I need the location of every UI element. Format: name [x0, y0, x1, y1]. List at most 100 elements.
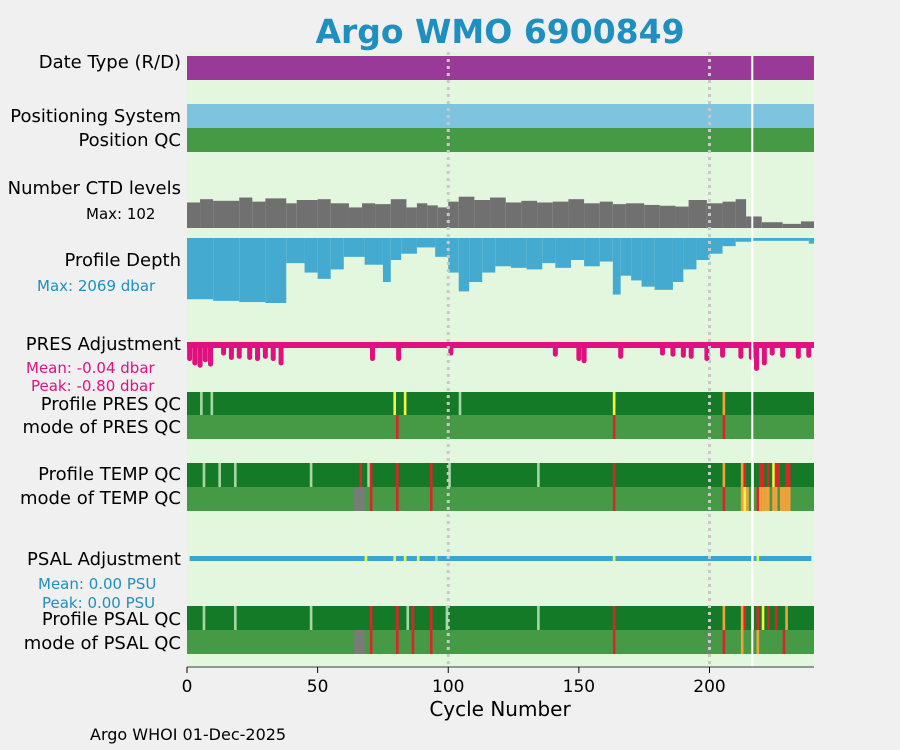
pres-adjustment-dip	[618, 345, 624, 359]
ctd-levels-bar	[568, 199, 585, 228]
position-qc-bar	[187, 128, 814, 152]
profile-depth-bar	[683, 238, 697, 270]
mode-pres-qc-mark	[612, 415, 616, 439]
profile-depth-bar	[555, 238, 572, 268]
profile-depth-bar	[722, 238, 736, 247]
mode-temp-qc-mark	[369, 487, 373, 511]
mode-psal-qc-bar	[187, 630, 814, 654]
profile-depth-bar	[187, 238, 214, 300]
profile-temp-qc-bar	[187, 463, 814, 487]
row-label-ctd-levels: Number CTD levels	[7, 178, 181, 199]
ctd-levels-bar	[761, 222, 783, 228]
mode-temp-qc-mark	[780, 487, 783, 511]
profile-psal-qc-mark	[445, 606, 449, 630]
pres-adjustment-dip	[396, 345, 402, 362]
profile-depth-bar	[620, 238, 632, 276]
profile-depth-bar	[382, 238, 391, 282]
profile-depth-bar	[709, 238, 723, 254]
profile-pres-qc-bar	[187, 392, 814, 416]
profile-depth-bar	[343, 238, 365, 257]
mode-temp-qc-mark	[764, 487, 767, 511]
mode-temp-qc-bar	[187, 487, 814, 511]
pres-adjustment-dip	[369, 345, 375, 362]
ctd-levels-bar	[521, 200, 538, 228]
pres-adjustment-dip	[769, 345, 775, 356]
ctd-levels-bar	[362, 203, 376, 228]
mode-temp-qc-mark	[785, 487, 788, 511]
profile-psal-qc-mark	[722, 606, 726, 630]
profile-depth-bar	[469, 238, 483, 282]
ctd-levels-bar	[675, 206, 689, 228]
pres-adjustment-dip	[197, 345, 203, 368]
mode-temp-qc-mark	[766, 487, 770, 511]
profile-depth-bar	[654, 238, 673, 290]
chart-title: Argo WMO 6900849	[315, 12, 685, 51]
row-label-profile-depth: Profile Depth	[64, 250, 181, 271]
mode-psal-qc-mark	[411, 630, 415, 654]
stat-depth-max: Max: 2069 dbar	[37, 277, 156, 295]
profile-depth-bar	[304, 238, 318, 273]
pres-adjustment-dip	[236, 345, 242, 359]
mode-temp-qc-mark	[774, 487, 778, 511]
profile-psal-qc-mark	[740, 606, 744, 630]
pres-adjustment-dip	[795, 345, 801, 359]
profile-temp-qc-mark	[743, 463, 747, 487]
profile-temp-qc-mark	[774, 463, 778, 487]
profile-depth-bar	[526, 238, 543, 270]
ctd-levels-bar	[187, 202, 201, 228]
profile-depth-bar	[735, 238, 752, 242]
profile-temp-qc-mark	[218, 463, 221, 487]
pres-adjustment-dip	[255, 345, 261, 362]
profile-pres-qc-mark	[403, 392, 407, 416]
profile-psal-qc-mark	[537, 606, 540, 630]
profile-temp-qc-mark	[367, 463, 370, 487]
profile-psal-qc-mark	[202, 606, 206, 630]
ctd-levels-bar	[644, 204, 660, 228]
ctd-levels-bar	[348, 207, 363, 228]
pres-adjustment-dip	[688, 345, 694, 359]
ctd-levels-bar	[782, 223, 801, 228]
profile-temp-qc-mark	[766, 463, 770, 487]
profile-depth-bar	[495, 238, 511, 267]
pres-adjustment-dip	[704, 345, 710, 362]
x-tick-label: 150	[563, 677, 595, 697]
ctd-levels-bar	[458, 196, 475, 228]
mode-temp-qc-mark	[772, 487, 775, 511]
profile-psal-qc-mark	[396, 606, 399, 630]
mode-psal-qc-mark	[354, 630, 357, 654]
profile-psal-qc-mark	[406, 606, 410, 630]
profile-psal-qc-mark	[766, 606, 770, 630]
profile-depth-bar	[448, 238, 459, 273]
mode-temp-qc-mark	[362, 487, 365, 511]
profile-depth-bar	[808, 238, 814, 244]
ctd-levels-bar	[537, 202, 553, 228]
mode-psal-qc-mark	[429, 630, 433, 654]
mode-temp-qc-mark	[354, 487, 357, 511]
mode-temp-qc-mark	[356, 487, 360, 511]
x-tick-label: 200	[693, 677, 725, 697]
profile-temp-qc-mark	[396, 463, 399, 487]
profile-depth-bar	[612, 238, 621, 295]
row-label-date-type: Date Type (R/D)	[38, 52, 181, 73]
profile-depth-bar	[510, 238, 527, 268]
row-label-pres-adjustment: PRES Adjustment	[25, 334, 181, 355]
pres-adjustment-dip	[262, 345, 268, 359]
profile-depth-bar	[416, 238, 436, 248]
mode-psal-qc-mark	[362, 630, 365, 654]
mode-psal-qc-mark	[756, 630, 760, 654]
ctd-levels-bar	[688, 200, 707, 228]
profile-psal-qc-mark	[612, 606, 616, 630]
profile-temp-qc-mark	[429, 463, 433, 487]
profile-temp-qc-mark	[612, 463, 616, 487]
ctd-levels-bar	[286, 203, 297, 228]
row-label-mode-temp-qc: mode of TEMP QC	[19, 488, 181, 509]
ctd-levels-bar	[390, 199, 407, 228]
mode-temp-qc-mark	[787, 487, 791, 511]
mode-temp-qc-mark	[396, 487, 399, 511]
pres-adjustment-dip	[208, 345, 214, 367]
ctd-levels-bar	[800, 221, 814, 228]
row-label-psal-adjustment: PSAL Adjustment	[26, 549, 181, 570]
mode-temp-qc-mark	[743, 487, 747, 511]
psal-adjustment-gap	[416, 556, 420, 561]
profile-psal-qc-mark	[411, 606, 415, 630]
